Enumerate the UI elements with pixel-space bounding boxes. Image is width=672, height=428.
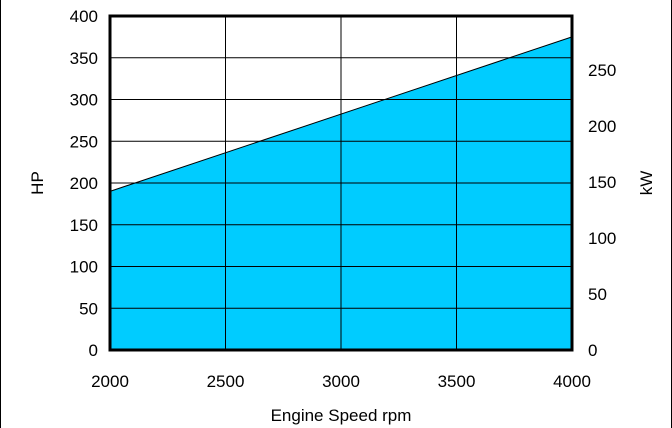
y-tick-label: 200 [70, 174, 98, 193]
y-tick-label: 50 [79, 299, 98, 318]
x-tick-label: 3000 [322, 372, 360, 391]
y-tick-label: 0 [89, 341, 98, 360]
y2-tick-label: 250 [588, 61, 616, 80]
y-tick-label: 250 [70, 132, 98, 151]
y2-tick-label: 200 [588, 117, 616, 136]
y-axis-title: HP [28, 171, 47, 195]
x-tick-label: 4000 [553, 372, 591, 391]
gridlines [110, 16, 572, 350]
y-tick-label: 400 [70, 7, 98, 26]
y2-tick-label: 0 [588, 341, 597, 360]
x-tick-label: 2000 [91, 372, 129, 391]
y-tick-label: 150 [70, 216, 98, 235]
y2-tick-label: 100 [588, 229, 616, 248]
x-tick-label: 3500 [438, 372, 476, 391]
tick-labels: 0501001502002503003504000501001502002502… [70, 7, 617, 391]
y2-axis-title: kW [637, 171, 656, 196]
x-tick-label: 2500 [207, 372, 245, 391]
x-axis-title: Engine Speed rpm [271, 406, 412, 425]
y2-tick-label: 50 [588, 285, 607, 304]
y-tick-label: 300 [70, 91, 98, 110]
y2-tick-label: 150 [588, 173, 616, 192]
y-tick-label: 100 [70, 258, 98, 277]
y-tick-label: 350 [70, 49, 98, 68]
plot-border [108, 14, 574, 352]
plot-frame [108, 14, 574, 352]
